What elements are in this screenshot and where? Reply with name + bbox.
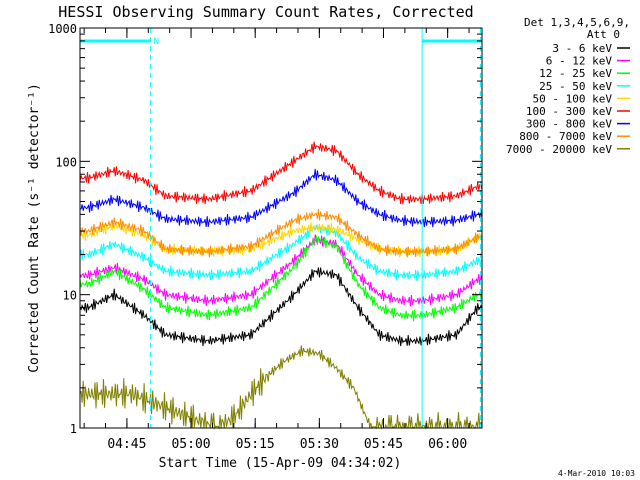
legend-header-line-2: Att 0	[587, 28, 620, 41]
legend-label-6: 100 - 300 keV	[526, 105, 612, 118]
y-tick-label: 10	[63, 289, 77, 303]
legend-label-5: 50 - 100 keV	[533, 92, 613, 105]
series-7-line	[80, 168, 483, 228]
y-axis-label: Corrected Count Rate (s⁻¹ detector⁻¹)	[27, 83, 42, 373]
series-2-line	[79, 234, 483, 307]
legend-label-3: 12 - 25 keV	[539, 67, 612, 80]
x-axis-label: Start Time (15-Apr-09 04:34:02)	[159, 456, 402, 471]
series-8-line	[79, 209, 483, 258]
footer-date: 4-Mar-2010 10:03	[558, 469, 635, 478]
y-tick-label: 100	[55, 155, 77, 169]
x-tick-label: 04:45	[107, 437, 146, 452]
legend-label-2: 6 - 12 keV	[546, 55, 613, 68]
x-tick-label: 05:45	[364, 437, 403, 452]
y-tick-label: 1	[70, 422, 77, 436]
legend-label-7: 300 - 800 keV	[526, 118, 612, 131]
x-tick-label: 06:00	[428, 437, 467, 452]
series-9-line	[79, 345, 483, 430]
legend-header-line-1: Det 1,3,4,5,6,9,	[524, 16, 630, 29]
x-tick-label: 05:30	[300, 437, 339, 452]
y-tick-label: 1000	[48, 22, 77, 36]
x-tick-label: 05:00	[171, 437, 210, 452]
series-6-line	[79, 141, 483, 205]
chart-title: HESSI Observing Summary Count Rates, Cor…	[58, 3, 473, 21]
night-flag-label: N	[154, 37, 159, 47]
plot-area: N	[79, 27, 483, 430]
legend-label-9: 7000 - 20000 keV	[506, 143, 612, 156]
x-tick-label: 05:15	[236, 437, 275, 452]
series-1-line	[79, 267, 483, 347]
plot-frame	[79, 27, 483, 429]
series-4-line	[79, 224, 483, 282]
legend-label-4: 25 - 50 keV	[539, 80, 612, 93]
legend-label-8: 800 - 7000 keV	[519, 130, 612, 143]
legend-label-1: 3 - 6 keV	[552, 42, 612, 55]
series-3-line	[79, 235, 483, 322]
